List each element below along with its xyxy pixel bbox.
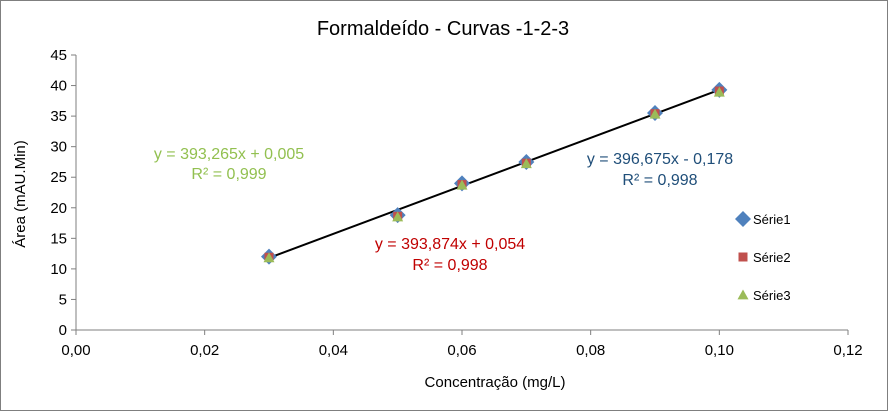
axes xyxy=(71,54,849,335)
y-tick-label: 0 xyxy=(59,322,67,339)
legend-label-serie3: Série3 xyxy=(753,288,791,303)
trendline xyxy=(268,88,720,259)
legend-marker-serie2 xyxy=(738,252,748,262)
point-s-rie3 xyxy=(713,86,725,97)
point-s-rie3 xyxy=(392,211,404,222)
tick-labels: 0,00 0,02 0,04 0,06 0,08 0,10 0,12 0 5 10 15 20 25 30… xyxy=(50,47,862,359)
point-s-rie3 xyxy=(649,108,661,119)
legend-item-serie3: Série3 xyxy=(737,288,791,303)
equation-serie2: y = 393,874x + 0,054 R² = 0,998 xyxy=(375,236,525,274)
y-axis-label: Área (mAU.Min) xyxy=(12,140,29,248)
y-tick-label: 10 xyxy=(50,261,67,278)
trendline-layer xyxy=(268,88,720,259)
equation-serie3-formula: y = 393,265x + 0,005 xyxy=(154,146,304,163)
y-tick-label: 25 xyxy=(50,169,67,186)
x-tick-label: 0,04 xyxy=(319,342,348,359)
legend-item-serie2: Série2 xyxy=(738,250,791,265)
y-tick-label: 45 xyxy=(50,47,67,64)
point-s-rie3 xyxy=(263,252,275,263)
equation-serie1-r2: R² = 0,998 xyxy=(622,172,697,189)
equation-serie3-r2: R² = 0,999 xyxy=(191,166,266,183)
legend-marker-serie1 xyxy=(735,211,751,227)
legend-label-serie1: Série1 xyxy=(753,212,791,227)
equation-serie1-formula: y = 396,675x - 0,178 xyxy=(587,151,733,168)
x-axis-label: Concentração (mg/L) xyxy=(425,374,566,391)
y-tick-label: 15 xyxy=(50,230,67,247)
y-tick-label: 30 xyxy=(50,139,67,156)
equation-serie3: y = 393,265x + 0,005 R² = 0,999 xyxy=(154,146,304,183)
equation-serie2-r2: R² = 0,998 xyxy=(412,257,487,274)
y-tick-label: 5 xyxy=(59,291,67,308)
chart-title: Formaldeído - Curvas -1-2-3 xyxy=(317,18,569,40)
y-tick-label: 20 xyxy=(50,200,67,217)
x-tick-label: 0,12 xyxy=(833,342,862,359)
legend-item-serie1: Série1 xyxy=(735,211,791,227)
equation-serie1: y = 396,675x - 0,178 R² = 0,998 xyxy=(587,151,733,189)
point-s-rie3 xyxy=(456,179,468,190)
legend-label-serie2: Série2 xyxy=(753,250,791,265)
data-points xyxy=(261,81,728,265)
y-tick-label: 40 xyxy=(50,78,67,95)
x-tick-label: 0,06 xyxy=(447,342,476,359)
legend: Série1 Série2 Série3 xyxy=(735,211,791,303)
point-s-rie3 xyxy=(520,158,532,169)
legend-marker-serie3 xyxy=(737,289,749,300)
y-tick-label: 35 xyxy=(50,108,67,125)
x-tick-label: 0,02 xyxy=(190,342,219,359)
x-tick-label: 0,08 xyxy=(576,342,605,359)
equation-serie2-formula: y = 393,874x + 0,054 xyxy=(375,236,525,253)
x-tick-label: 0,10 xyxy=(705,342,734,359)
x-tick-label: 0,00 xyxy=(61,342,90,359)
